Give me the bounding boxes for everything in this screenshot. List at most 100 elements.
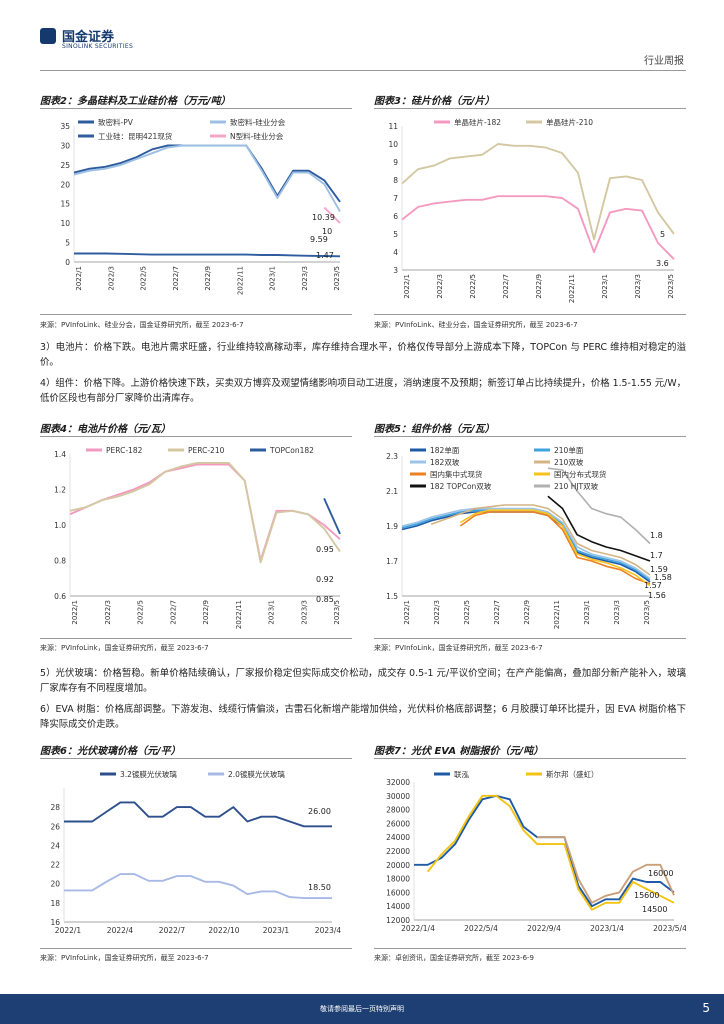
data-label: 26.00: [308, 807, 331, 816]
legend-label: 斯尔邦（盛虹）: [546, 769, 599, 779]
y-tick-label: 1.5: [386, 592, 398, 601]
y-tick-label: 20000: [386, 861, 410, 870]
legend-label: 致密料-PV: [98, 117, 134, 127]
x-tick-label: 2022/1: [75, 266, 83, 291]
x-tick-label: 2022/3: [104, 600, 112, 625]
y-tick-label: 2.3: [386, 452, 398, 461]
x-tick-label: 2023/4: [315, 926, 342, 935]
legend-label: 致密料-硅业分会: [230, 117, 286, 127]
x-tick-label: 2022/9/4: [527, 924, 561, 933]
x-tick-label: 2022/10: [208, 926, 239, 935]
x-tick-label: 2022/7: [172, 266, 180, 291]
y-tick-label: 10: [60, 219, 70, 228]
series-line-6: [547, 495, 651, 562]
series-line-0: [73, 144, 341, 203]
series-line-1: [69, 461, 341, 564]
data-label: 10.39: [312, 213, 335, 222]
series-line-2: [401, 507, 651, 580]
y-tick-label: 2.1: [386, 487, 398, 496]
x-tick-label: 2022/1: [71, 600, 79, 625]
figure-7-bottom-rule: [374, 948, 686, 949]
data-label: 14500: [642, 905, 667, 914]
y-tick-label: 18000: [386, 875, 410, 884]
x-tick-label: 2023/3: [634, 274, 642, 299]
y-tick-label: 14000: [386, 902, 410, 911]
figure-4-bottom-rule: [40, 638, 352, 639]
data-label: 0.85: [316, 595, 334, 604]
x-tick-label: 2022/3: [107, 266, 115, 291]
x-tick-label: 2022/11: [568, 274, 576, 303]
x-tick-label: 2023/5/4: [653, 924, 686, 933]
series-line-4: [459, 511, 651, 585]
y-tick-label: 5: [65, 239, 70, 248]
figure-3-title: 图表3：硅片价格（元/片）: [374, 96, 495, 107]
x-tick-label: 2023/5: [643, 600, 651, 625]
legend-label: 工业硅：昆明421现货: [98, 131, 173, 141]
figure-4-top-rule: [40, 436, 352, 437]
series-line-0: [401, 511, 651, 583]
data-label: 15600: [634, 891, 659, 900]
x-tick-label: 2022/5: [463, 600, 471, 625]
legend-label: 国内集中式现货: [430, 469, 483, 479]
legend-label: 2.0镀膜光伏玻璃: [228, 769, 285, 779]
x-tick-label: 2023/1: [601, 274, 609, 299]
y-tick-label: 0: [65, 258, 70, 267]
figure-5-source: 来源：PVInfoLink，国金证券研究所，截至 2023-6-7: [374, 644, 543, 652]
data-label: 3.6: [656, 259, 669, 268]
paragraph-glass: 5）光伏玻璃：价格暂稳。新单价格陆续确认，厂家报价稳定但实际成交价松动，成交存 …: [40, 668, 686, 694]
legend-label: 单晶硅片-182: [454, 117, 501, 127]
x-tick-label: 2023/5: [667, 274, 675, 299]
figure-7-top-rule: [374, 758, 686, 759]
data-label: 1.7: [650, 551, 663, 560]
legend-label: 210 HJT双玻: [554, 481, 599, 491]
x-tick-label: 2022/5: [140, 266, 148, 291]
y-tick-label: 3: [393, 266, 398, 275]
y-tick-label: 7: [393, 194, 398, 203]
data-label: 10: [322, 227, 332, 236]
y-tick-label: 22: [50, 861, 60, 870]
legend-label: 182单面: [430, 445, 460, 455]
x-tick-label: 2023/1: [583, 600, 591, 625]
x-tick-label: 2023/1: [269, 266, 277, 291]
y-tick-label: 4: [393, 248, 398, 257]
figure-5-title: 图表5：组件价格（元/瓦）: [374, 424, 495, 435]
x-tick-label: 2023/5: [333, 266, 341, 291]
data-label: 0.95: [316, 545, 334, 554]
series-line-1: [426, 794, 675, 911]
x-tick-label: 2022/7: [159, 926, 186, 935]
legend-label: 3.2镀膜光伏玻璃: [120, 769, 177, 779]
data-label: 1.57: [644, 581, 662, 590]
x-tick-label: 2023/3: [613, 600, 621, 625]
x-tick-label: 2022/5/4: [464, 924, 498, 933]
y-tick-label: 15: [60, 200, 70, 209]
figure-4-source: 来源：PVInfoLink，国金证券研究所，截至 2023-6-7: [40, 644, 209, 652]
figure-6-title: 图表6：光伏玻璃价格（元/平）: [40, 746, 181, 757]
y-tick-label: 8: [393, 176, 398, 185]
x-tick-label: 2022/11: [553, 600, 561, 629]
figure-6-source: 来源：PVInfoLink，国金证券研究所，截至 2023-6-7: [40, 954, 209, 962]
y-tick-label: 24: [50, 841, 60, 850]
figure-4-title: 图表4：电池片价格（元/瓦）: [40, 424, 171, 435]
figure-2-title: 图表2：多晶硅料及工业硅价格（万元/吨）: [40, 96, 231, 107]
series-line-1: [401, 143, 675, 241]
figure-6-bottom-rule: [40, 948, 352, 949]
y-tick-label: 10: [388, 140, 398, 149]
paragraph-modules: 4）组件：价格下降。上游价格快速下跌，买卖双方博弈及观望情绪影响项目动工进度，消…: [40, 378, 686, 404]
y-tick-label: 30: [60, 141, 70, 150]
series-line-1: [64, 873, 332, 900]
data-label: 18.50: [308, 883, 331, 892]
legend-label: 单晶硅片-210: [546, 117, 593, 127]
x-tick-label: 2023/1: [268, 600, 276, 625]
figure-2-source: 来源：PVInfoLink、硅业分会，国金证券研究所，截至 2023-6-7: [40, 321, 244, 329]
legend-label: 国内分布式现货: [554, 469, 607, 479]
chart-glass-price: 16 18 20 22 24 26 28 2022/1 2022/4 2022/7 2022/10 2…: [50, 769, 342, 935]
legend-label: 联泓: [454, 770, 469, 779]
figure-5-bottom-rule: [374, 638, 686, 639]
x-tick-label: 2022/11: [236, 266, 244, 295]
y-tick-label: 35: [60, 122, 70, 131]
x-tick-label: 2022/9: [535, 274, 543, 299]
y-tick-label: 9: [393, 158, 398, 167]
x-tick-label: 2022/7: [169, 600, 177, 625]
x-tick-label: 2022/9: [204, 266, 212, 291]
legend-label: 210单面: [554, 445, 584, 455]
